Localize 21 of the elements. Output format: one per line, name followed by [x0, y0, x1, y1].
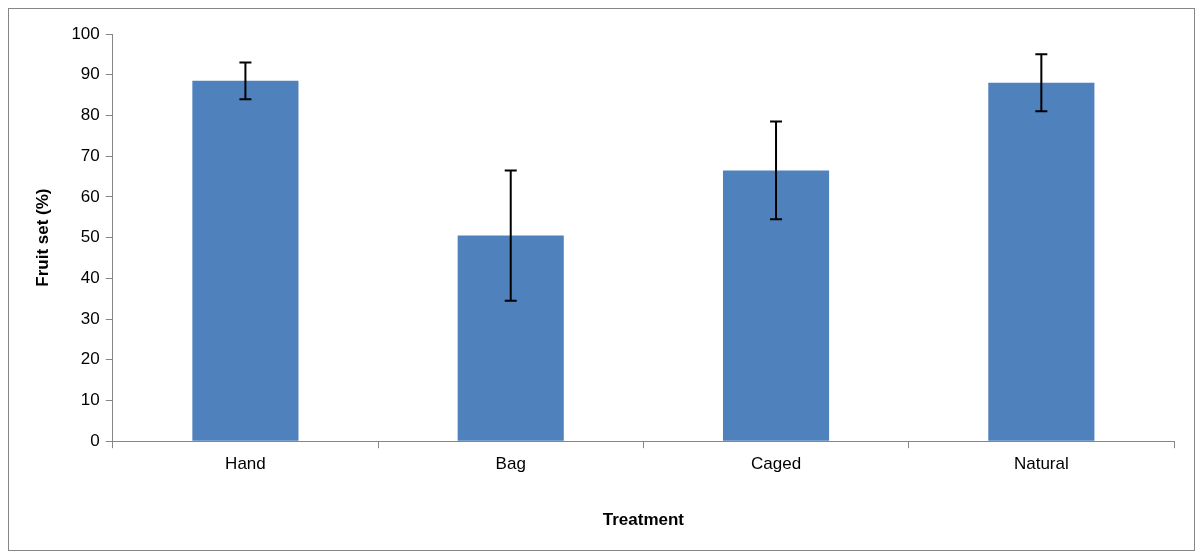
x-tick-label: Bag: [495, 454, 526, 474]
y-tick-label: 40: [80, 268, 100, 288]
y-tick-label: 70: [80, 145, 100, 165]
x-tick-label: Natural: [1013, 454, 1069, 474]
y-tick-label: 50: [80, 227, 100, 247]
y-tick-label: 30: [80, 308, 100, 328]
y-tick-label: 0: [90, 430, 100, 450]
x-axis-title: Treatment: [602, 510, 685, 530]
y-tick-label: 10: [80, 390, 100, 410]
x-tick-label: Caged: [750, 454, 802, 474]
y-tick-label: 20: [80, 349, 100, 369]
bar: [192, 80, 299, 441]
bar: [988, 82, 1095, 441]
y-axis-title: Fruit set (%): [32, 188, 52, 287]
x-tick-label: Hand: [225, 454, 266, 474]
y-tick-label: 80: [80, 105, 100, 125]
y-tick-label: 60: [80, 186, 100, 206]
bar: [722, 170, 830, 441]
y-tick-label: 100: [71, 23, 100, 43]
y-tick-label: 90: [80, 64, 100, 84]
bar: [457, 235, 564, 441]
